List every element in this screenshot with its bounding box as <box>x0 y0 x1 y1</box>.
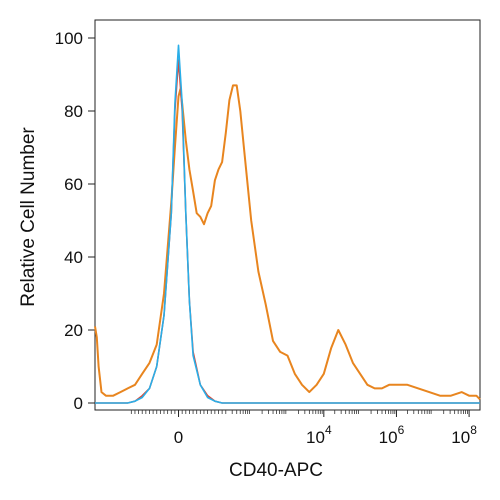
series-lines <box>94 44 481 404</box>
series-line-1 <box>94 84 481 401</box>
x-tick-label: 0 <box>174 428 183 447</box>
y-tick-label: 80 <box>64 102 83 121</box>
y-tick-label: 60 <box>64 175 83 194</box>
y-axis: 0 20 40 60 80 100 <box>55 29 95 413</box>
x-minor-ticks <box>130 410 468 414</box>
x-tick-label: 104 <box>306 423 332 447</box>
x-tick-label: 108 <box>451 423 477 447</box>
x-axis: 0 104 106 108 <box>174 410 477 447</box>
series-line-2 <box>95 59 480 404</box>
x-axis-title: CD40-APC <box>229 460 323 481</box>
y-tick-label: 100 <box>55 29 83 48</box>
x-tick-label: 106 <box>379 423 405 447</box>
y-tick-label: 40 <box>64 248 83 267</box>
y-tick-label: 0 <box>74 394 83 413</box>
series-line-3 <box>95 44 480 404</box>
y-axis-title: Relative Cell Number <box>18 127 39 307</box>
y-tick-label: 20 <box>64 321 83 340</box>
plot-frame <box>94 19 481 411</box>
